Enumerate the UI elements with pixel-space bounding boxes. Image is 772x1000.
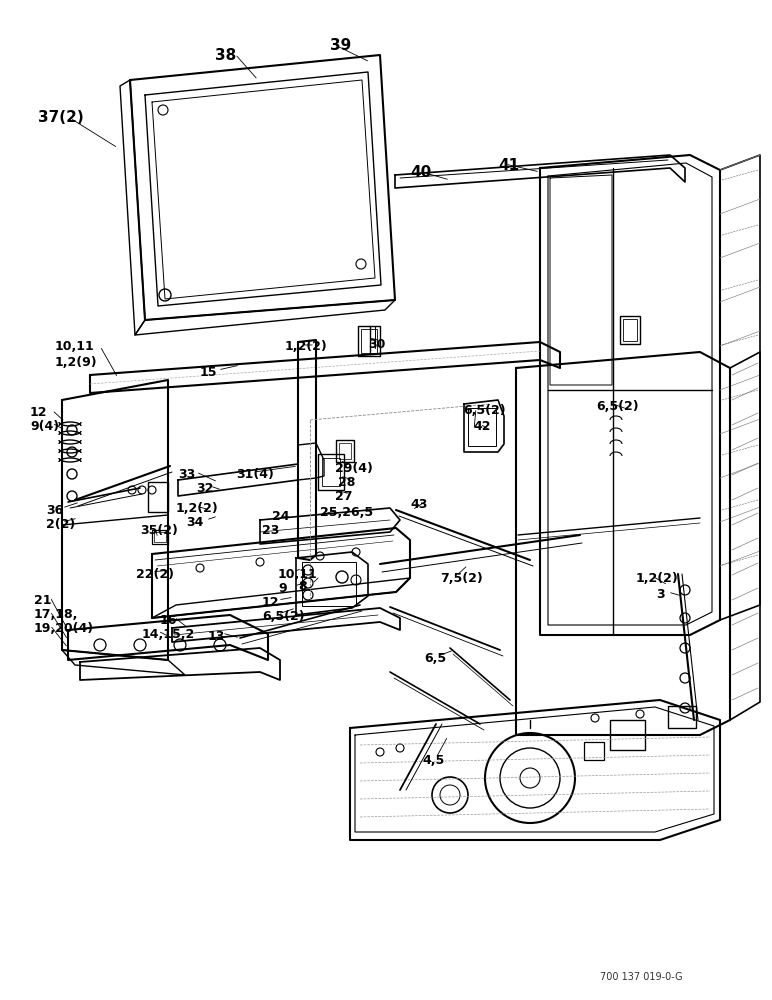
Bar [318,454,344,490]
Text: 23: 23 [262,524,279,537]
Text: 12: 12 [30,406,48,419]
Text: 8: 8 [298,580,306,593]
Text: 700 137 019-0-G: 700 137 019-0-G [600,972,682,982]
Text: 31(4): 31(4) [236,468,274,481]
Text: 27: 27 [335,490,353,503]
Text: 4,5: 4,5 [422,754,444,767]
Bar [468,408,496,446]
Bar [148,482,168,512]
Bar [302,562,356,606]
Bar [620,316,640,344]
Text: 9(4): 9(4) [30,420,59,433]
Text: 1,2(2): 1,2(2) [636,572,679,585]
Text: 40: 40 [410,165,432,180]
Bar [336,440,354,462]
Text: 9: 9 [278,582,286,595]
Text: 22(2): 22(2) [136,568,174,581]
Text: 33: 33 [178,468,195,481]
Text: 13: 13 [208,630,225,643]
Text: 17,18,: 17,18, [34,608,79,621]
Bar [339,443,351,459]
Text: 24: 24 [272,510,290,523]
Bar [358,326,380,356]
Text: 2(2): 2(2) [46,518,75,531]
Bar [584,742,604,760]
Text: 25,26,5: 25,26,5 [320,506,373,519]
Bar [154,532,166,542]
Text: 6,5: 6,5 [424,652,446,665]
Text: 34: 34 [186,516,203,529]
Bar [361,329,377,353]
Text: 28: 28 [338,476,355,489]
Text: 36: 36 [46,504,63,517]
Text: 39: 39 [330,38,351,53]
Text: 38: 38 [215,48,236,63]
Text: 37(2): 37(2) [38,110,83,125]
Text: 1,2(2): 1,2(2) [285,340,328,353]
Text: 19,20(4): 19,20(4) [34,622,94,635]
Text: 3: 3 [656,588,665,601]
Bar [668,706,696,728]
Text: 35(2): 35(2) [140,524,178,537]
Bar [322,458,340,486]
Text: 1,2(9): 1,2(9) [55,356,97,369]
Text: 14,15,2: 14,15,2 [142,628,195,641]
Text: 6,5(2): 6,5(2) [463,404,506,417]
Text: 43: 43 [410,498,428,511]
Text: 16: 16 [160,614,178,627]
Text: 10,11: 10,11 [278,568,318,581]
Bar [623,319,637,341]
Text: 1,2(2): 1,2(2) [176,502,218,515]
Bar [152,530,168,544]
Text: 29(4): 29(4) [335,462,373,475]
Text: 7,5(2): 7,5(2) [440,572,482,585]
Bar [610,720,645,750]
Text: 41: 41 [498,158,519,173]
Text: 42: 42 [473,420,490,433]
Text: 30: 30 [368,338,385,351]
Text: 32: 32 [196,482,213,495]
Text: 21: 21 [34,594,52,607]
Text: 12: 12 [262,596,279,609]
Text: 15: 15 [200,366,218,379]
Text: 10,11: 10,11 [55,340,95,353]
Text: 6,5(2): 6,5(2) [596,400,638,413]
Text: 6,5(2): 6,5(2) [262,610,305,623]
